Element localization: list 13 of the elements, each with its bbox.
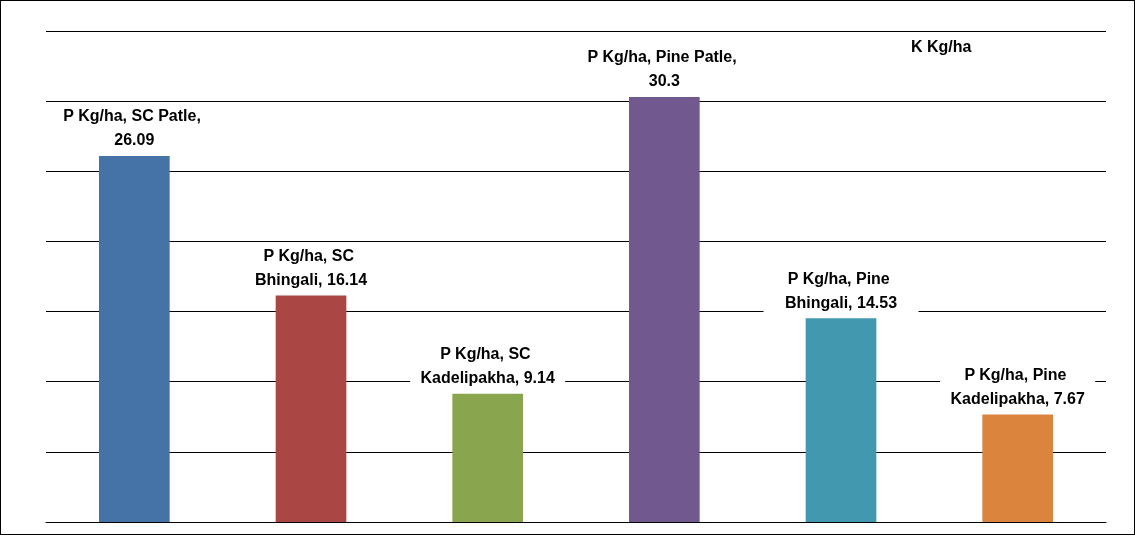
data-label: P Kg/ha, SC Patle, 26.09 — [63, 107, 206, 149]
data-label: P Kg/ha, SC Bhingali, 16.14 — [254, 247, 368, 289]
data-label: P Kg/ha, Pine Kadelipakha, 7.67 — [950, 365, 1085, 407]
bar — [982, 414, 1053, 522]
bar — [99, 155, 170, 522]
bar — [452, 393, 523, 522]
bar — [805, 318, 877, 522]
bar — [275, 295, 347, 522]
chart-title: K Kg/ha — [911, 37, 972, 55]
bar — [629, 96, 700, 522]
data-label: P Kg/ha, SC Kadelipakha, 9.14 — [420, 345, 555, 387]
data-label: P Kg/ha, Pine Patle, 30.3 — [587, 48, 742, 90]
data-label: P Kg/ha, Pine Bhingali, 14.53 — [784, 269, 898, 311]
